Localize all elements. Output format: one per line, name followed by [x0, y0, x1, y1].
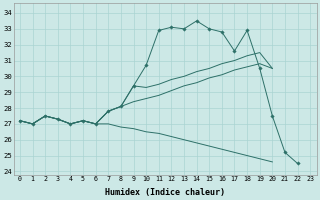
X-axis label: Humidex (Indice chaleur): Humidex (Indice chaleur) [105, 188, 225, 197]
